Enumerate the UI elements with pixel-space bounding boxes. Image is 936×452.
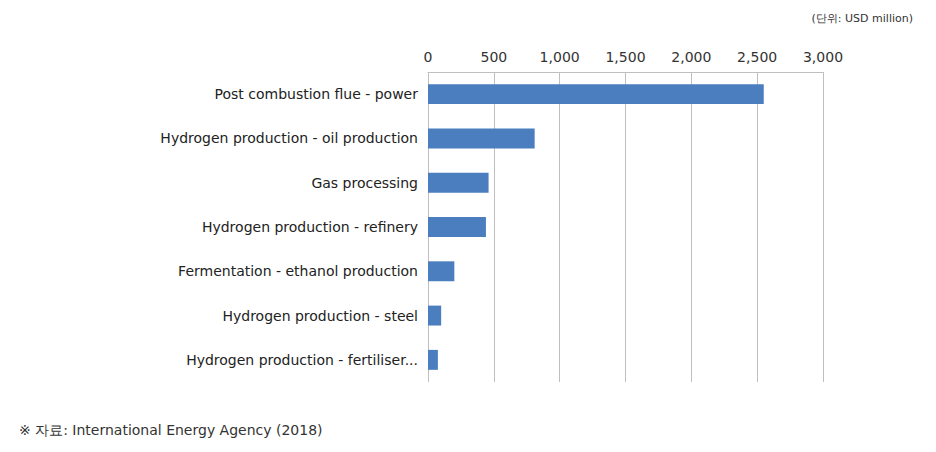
svg-text:0: 0	[424, 49, 433, 65]
svg-text:Fermentation - ethanol product: Fermentation - ethanol production	[178, 263, 418, 279]
svg-text:Hydrogen production - fertilis: Hydrogen production - fertiliser...	[186, 352, 418, 368]
svg-text:Hydrogen production - steel: Hydrogen production - steel	[222, 308, 418, 324]
svg-text:2,000: 2,000	[671, 49, 711, 65]
svg-text:1,500: 1,500	[605, 49, 645, 65]
svg-text:3,000: 3,000	[803, 49, 843, 65]
svg-text:500: 500	[480, 49, 507, 65]
svg-text:Hydrogen production - refinery: Hydrogen production - refinery	[202, 219, 418, 235]
svg-text:1,000: 1,000	[540, 49, 580, 65]
svg-text:(단위: USD million): (단위: USD million)	[812, 12, 913, 25]
svg-text:Gas processing: Gas processing	[311, 175, 418, 191]
svg-text:Hydrogen production - oil prod: Hydrogen production - oil production	[160, 130, 418, 146]
svg-text:2,500: 2,500	[737, 49, 777, 65]
svg-text:Post combustion flue - power: Post combustion flue - power	[215, 86, 419, 102]
svg-text:※ 자료: International Energy Age: ※ 자료: International Energy Agency (2018)	[19, 422, 323, 438]
